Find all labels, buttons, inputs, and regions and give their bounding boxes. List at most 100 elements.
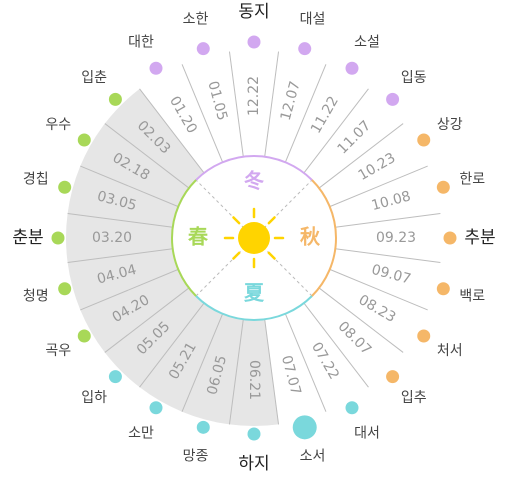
term-name: 춘분 xyxy=(12,228,43,248)
segment-line xyxy=(303,302,369,388)
term-name: 입하 xyxy=(81,390,107,406)
season-label: 秋 xyxy=(300,225,321,249)
term-name: 추분 xyxy=(464,228,495,248)
segment-line xyxy=(335,248,441,264)
term-name: 우수 xyxy=(45,117,71,133)
term-dot[interactable] xyxy=(417,133,431,147)
term-date: 06.21 xyxy=(246,360,262,400)
sun xyxy=(238,222,270,254)
shaded-sector xyxy=(182,313,244,425)
shaded-sector xyxy=(67,248,179,310)
season-arc xyxy=(195,295,313,321)
shaded-sector xyxy=(80,269,189,353)
term-name: 상강 xyxy=(437,117,463,133)
segment-line xyxy=(228,51,244,157)
term-dot[interactable] xyxy=(436,282,450,296)
term-dot[interactable] xyxy=(108,370,122,384)
season-label: 春 xyxy=(187,225,209,249)
term-dot[interactable] xyxy=(58,282,72,296)
shaded-sector xyxy=(67,166,179,228)
term-name: 망종 xyxy=(183,448,209,464)
segment-line xyxy=(284,313,327,412)
term-name: 동지 xyxy=(238,2,269,22)
term-name: 입추 xyxy=(401,390,427,406)
shaded-sector xyxy=(104,88,205,189)
term-dot[interactable] xyxy=(443,231,457,245)
term-date: 12.22 xyxy=(246,76,262,116)
sun-ray xyxy=(267,251,276,260)
term-dot[interactable] xyxy=(108,92,122,106)
term-date: 09.23 xyxy=(376,230,416,246)
term-name: 대한 xyxy=(128,34,154,50)
term-dot[interactable] xyxy=(58,180,72,194)
term-name: 청명 xyxy=(23,288,49,304)
segment-line xyxy=(181,313,224,412)
term-name: 백로 xyxy=(459,288,485,304)
segment-line xyxy=(329,268,428,311)
segment-line xyxy=(318,287,404,353)
term-date: 09.07 xyxy=(370,262,413,288)
segment-line xyxy=(303,88,369,174)
term-dot[interactable] xyxy=(292,415,317,440)
term-dot[interactable] xyxy=(247,427,261,441)
term-dot[interactable] xyxy=(436,180,450,194)
term-dot[interactable] xyxy=(51,231,65,245)
term-name: 한로 xyxy=(459,172,485,188)
segment-line xyxy=(104,287,190,353)
segment-line xyxy=(181,64,224,163)
term-dot[interactable] xyxy=(417,329,431,343)
sun-ray xyxy=(232,251,241,260)
term-dot[interactable] xyxy=(77,329,91,343)
segment-line xyxy=(67,212,173,228)
sun-ray xyxy=(267,216,276,225)
term-date: 11.07 xyxy=(335,118,375,158)
shaded-sector xyxy=(229,319,279,426)
term-date: 08.07 xyxy=(335,319,375,359)
season-arc xyxy=(311,179,337,297)
shaded-sector xyxy=(104,287,205,388)
term-name: 소만 xyxy=(128,426,154,442)
segment-line xyxy=(80,165,179,208)
season-arc xyxy=(171,179,197,297)
term-date: 03.20 xyxy=(92,230,132,246)
season-arc xyxy=(195,155,313,181)
segment-line xyxy=(139,88,205,174)
term-name: 대설 xyxy=(300,12,326,28)
term-name: 입동 xyxy=(401,70,427,86)
term-dot[interactable] xyxy=(345,61,359,75)
segment-line xyxy=(104,123,190,189)
term-dot[interactable] xyxy=(345,401,359,415)
term-name: 소설 xyxy=(354,34,380,50)
term-dot[interactable] xyxy=(247,35,261,49)
segment-line xyxy=(335,212,441,228)
term-dot[interactable] xyxy=(196,420,210,434)
shaded-sector xyxy=(80,123,189,207)
season-label: 冬 xyxy=(244,169,264,193)
term-name: 경칩 xyxy=(23,172,49,188)
term-name: 소서 xyxy=(300,448,326,464)
term-dot[interactable] xyxy=(77,133,91,147)
shaded-sector xyxy=(139,303,223,412)
segment-line xyxy=(228,319,244,425)
term-date: 01.05 xyxy=(204,79,230,122)
term-dot[interactable] xyxy=(149,401,163,415)
segment-line xyxy=(264,51,280,157)
segment-line xyxy=(264,319,280,425)
term-dot[interactable] xyxy=(386,92,400,106)
term-name: 곡우 xyxy=(45,343,71,359)
term-dot[interactable] xyxy=(196,42,210,56)
segment-line xyxy=(318,123,404,189)
term-name: 입춘 xyxy=(81,70,107,86)
shaded-sector xyxy=(66,213,173,263)
term-dot[interactable] xyxy=(149,61,163,75)
term-date: 12.07 xyxy=(278,79,304,122)
segment-line xyxy=(67,248,173,264)
term-dot[interactable] xyxy=(298,42,312,56)
segment-line xyxy=(80,268,179,311)
season-label: 夏 xyxy=(244,281,265,305)
term-name: 소한 xyxy=(183,12,209,28)
term-dot[interactable] xyxy=(386,370,400,384)
term-date: 07.07 xyxy=(278,354,304,397)
